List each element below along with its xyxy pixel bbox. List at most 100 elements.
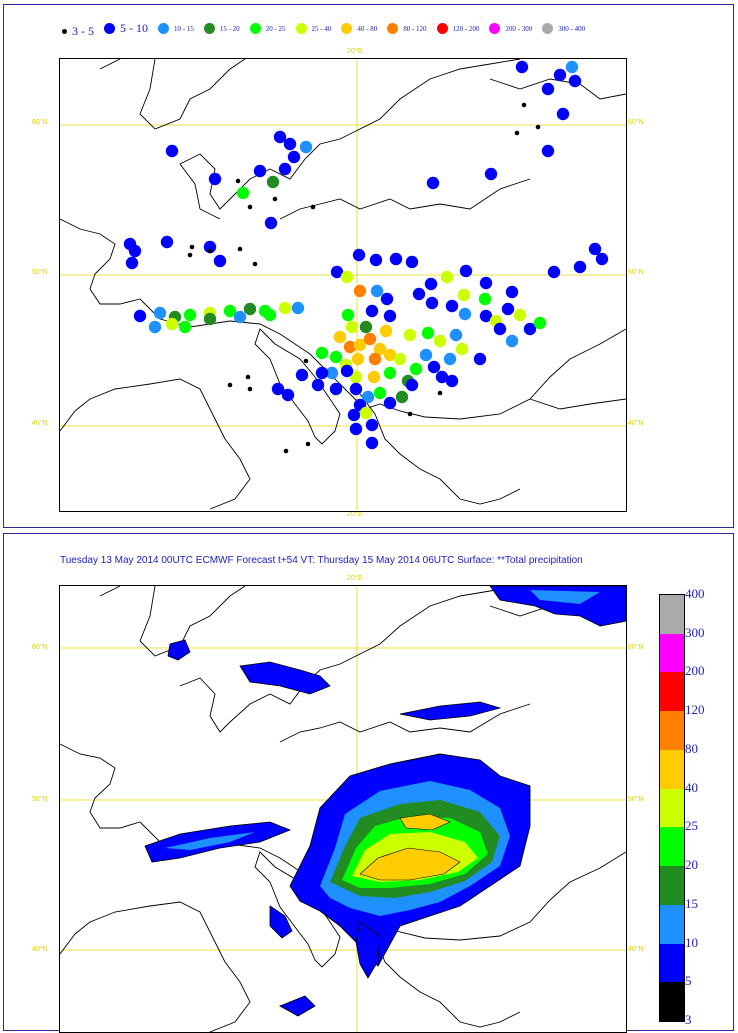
observation-marker [383,309,397,323]
lat50-label-right: 50°N [628,796,644,803]
forecast-map [59,585,627,1033]
colorbar-segment [660,672,684,712]
observation-marker [373,386,387,400]
observation-marker [340,270,354,284]
colorbar-label: 400 [685,586,705,601]
observation-marker [535,124,541,130]
observation-marker [273,130,287,144]
observation-marker [541,144,555,158]
legend-label: 200 - 300 [505,24,533,33]
observation-marker [403,328,417,342]
observation-marker [426,176,440,190]
legend-item: 120 - 200 [436,23,479,34]
legend-label: 5 - 10 [120,21,148,35]
colorbar-label: 80 [685,740,698,756]
observation-marker [253,164,267,178]
legend-label: 10 - 15 [174,24,194,33]
lon-label-top: 20°E [347,575,363,582]
observation-marker [183,308,197,322]
observation-marker [203,312,217,326]
legend-swatch [249,23,261,34]
observation-marker [573,260,587,274]
colorbar-label: 15 [685,895,698,911]
observation-marker [133,309,147,323]
precip-patch-baltic [399,701,502,721]
lat50-label-right: 50°N [628,269,644,276]
precip-patch-italy [269,905,293,939]
observation-markers [123,60,609,454]
observation-marker [515,60,529,74]
observation-marker [365,436,379,450]
observation-marker [521,102,527,108]
observation-marker [283,448,289,454]
observation-marker [203,240,217,254]
observation-marker [333,330,347,344]
observation-marker [213,254,227,268]
observation-marker [207,248,213,254]
observation-marker [271,382,285,396]
observation-marker [493,322,507,336]
legend-label: 25 - 40 [311,24,332,33]
observation-marker [412,287,426,301]
lat40-label-right: 40°N [628,420,644,427]
observation-marker [295,368,309,382]
legend-swatch [104,23,115,34]
observation-marker [160,235,174,249]
observation-marker [380,292,394,306]
observation-marker [449,328,463,342]
legend-item: 3 - 5 [62,24,94,39]
coastlines [60,586,626,1032]
observation-marker [458,307,472,321]
observation-marker [424,277,438,291]
lon-label-top: 20°E [347,48,363,55]
precipitation-colorbar [659,594,685,1022]
observation-marker [541,82,555,96]
legend-label: 40 - 80 [357,24,378,33]
precip-balkans-tail [355,921,381,979]
observation-marker [243,302,257,316]
observation-marker [303,358,309,364]
observation-marker [505,334,519,348]
observation-marker [588,242,602,256]
observation-marker [501,302,515,316]
observation-marker [153,306,167,320]
observation-marker [299,140,313,154]
observation-marker [125,256,139,270]
observation-marker [407,411,413,417]
observation-marker [178,320,192,334]
observation-marker [373,342,387,356]
observation-marker [547,265,561,279]
forecast-title: Tuesday 13 May 2014 00UTC ECMWF Forecast… [60,555,583,566]
colorbar-segment [660,866,684,905]
precip-patch-south [279,995,316,1017]
lat50-label-left: 50°N [32,796,48,803]
precip-patch-yellow-north [399,813,451,831]
observation-marker [473,352,487,366]
observation-marker [383,396,397,410]
observation-marker [595,252,609,266]
observation-marker [341,308,355,322]
legend-label: 15 - 20 [219,24,240,33]
legend-swatch [542,23,554,34]
observation-marker [311,378,325,392]
observation-marker [263,308,277,322]
observation-marker [533,316,547,330]
observation-marker [395,390,409,404]
legend-swatch [203,23,215,34]
observation-marker [208,172,222,186]
graticule [60,59,626,511]
observation-marker [421,326,435,340]
colorbar-segment [660,595,684,634]
observation-marker [479,309,493,323]
observation-marker [383,348,397,362]
observation-marker [445,374,459,388]
legend-item: 40 - 80 [341,23,377,34]
legend-label: 3 - 5 [72,24,94,38]
observation-marker [359,406,373,420]
observation-marker [272,196,278,202]
observation-marker [505,285,519,299]
observation-marker [236,186,250,200]
observation-marker [252,261,258,267]
legend-item: 80 - 120 [387,23,427,34]
lat60-label-left: 60°N [32,119,48,126]
